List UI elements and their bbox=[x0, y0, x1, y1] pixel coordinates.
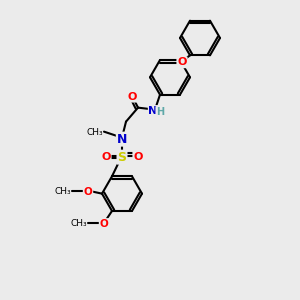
Text: O: O bbox=[100, 219, 108, 229]
Text: CH₃: CH₃ bbox=[86, 128, 103, 137]
Text: O: O bbox=[101, 152, 111, 162]
Text: CH₃: CH₃ bbox=[54, 187, 71, 196]
Text: N: N bbox=[117, 133, 127, 146]
Text: O: O bbox=[84, 187, 92, 196]
Text: H: H bbox=[156, 106, 164, 117]
Text: N: N bbox=[148, 106, 158, 116]
Text: S: S bbox=[118, 151, 127, 164]
Text: CH₃: CH₃ bbox=[70, 220, 87, 229]
Text: O: O bbox=[127, 92, 137, 102]
Text: O: O bbox=[133, 152, 143, 162]
Text: O: O bbox=[177, 57, 187, 67]
